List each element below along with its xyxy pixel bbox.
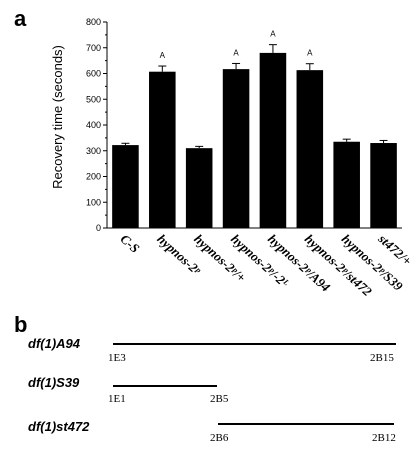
chart-category-labels: C-S hypnos-2ᵖhypnos-2ᵖ/+hypnos-2ᵖ/-2ᴸhypn…	[117, 230, 411, 299]
category-label-0: C-S	[117, 231, 142, 256]
y-axis-title: Recovery time (seconds)	[50, 45, 65, 189]
significance-label-1: A	[160, 51, 166, 60]
bar-4	[259, 52, 287, 229]
deficiency-span-s39	[113, 385, 217, 387]
band-label-a94-left: 1E3	[108, 352, 126, 364]
band-label-s39-right: 2B5	[210, 393, 229, 405]
bar-6	[333, 141, 360, 228]
bar-3	[222, 69, 250, 228]
chart-y-ticks: 0 100 200 300 400 500 600 700 800	[86, 17, 107, 233]
y-tick-label: 0	[96, 223, 101, 233]
chart-significance-labels: A A A A	[160, 30, 314, 60]
band-label-a94-right: 2B15	[370, 352, 394, 364]
y-tick-label: 300	[86, 146, 101, 156]
y-tick-label: 800	[86, 17, 101, 27]
deficiency-span-st472	[218, 423, 394, 425]
y-tick-label: 100	[86, 197, 101, 207]
chart-error-bars	[121, 44, 388, 149]
chart-bars	[112, 52, 397, 229]
deficiency-span-a94	[113, 343, 396, 345]
bar-7	[370, 143, 397, 228]
y-tick-label: 600	[86, 69, 101, 79]
significance-label-4: A	[270, 30, 276, 39]
recovery-time-bar-chart: A A A A 0 100 200 300 400 500 600 700 800 C-S hypnos…	[50, 17, 411, 299]
bar-5	[296, 70, 324, 228]
panel-label-b: b	[14, 312, 28, 337]
band-label-s39-left: 1E1	[108, 393, 126, 405]
band-label-st472-right: 2B12	[372, 432, 396, 444]
significance-label-3: A	[233, 48, 239, 57]
bar-1	[149, 71, 176, 228]
bar-2	[185, 148, 213, 228]
band-label-st472-left: 2B6	[210, 432, 229, 444]
panel-label-a: a	[14, 6, 27, 31]
y-tick-label: 700	[86, 43, 101, 53]
significance-label-5: A	[307, 49, 313, 58]
bar-0	[112, 145, 139, 228]
deficiency-name-s39: df(1)S39	[28, 375, 80, 390]
y-tick-label: 200	[86, 172, 101, 182]
deficiency-name-st472: df(1)st472	[28, 419, 90, 434]
y-tick-label: 400	[86, 120, 101, 130]
y-tick-label: 500	[86, 94, 101, 104]
deficiency-name-a94: df(1)A94	[28, 336, 81, 351]
